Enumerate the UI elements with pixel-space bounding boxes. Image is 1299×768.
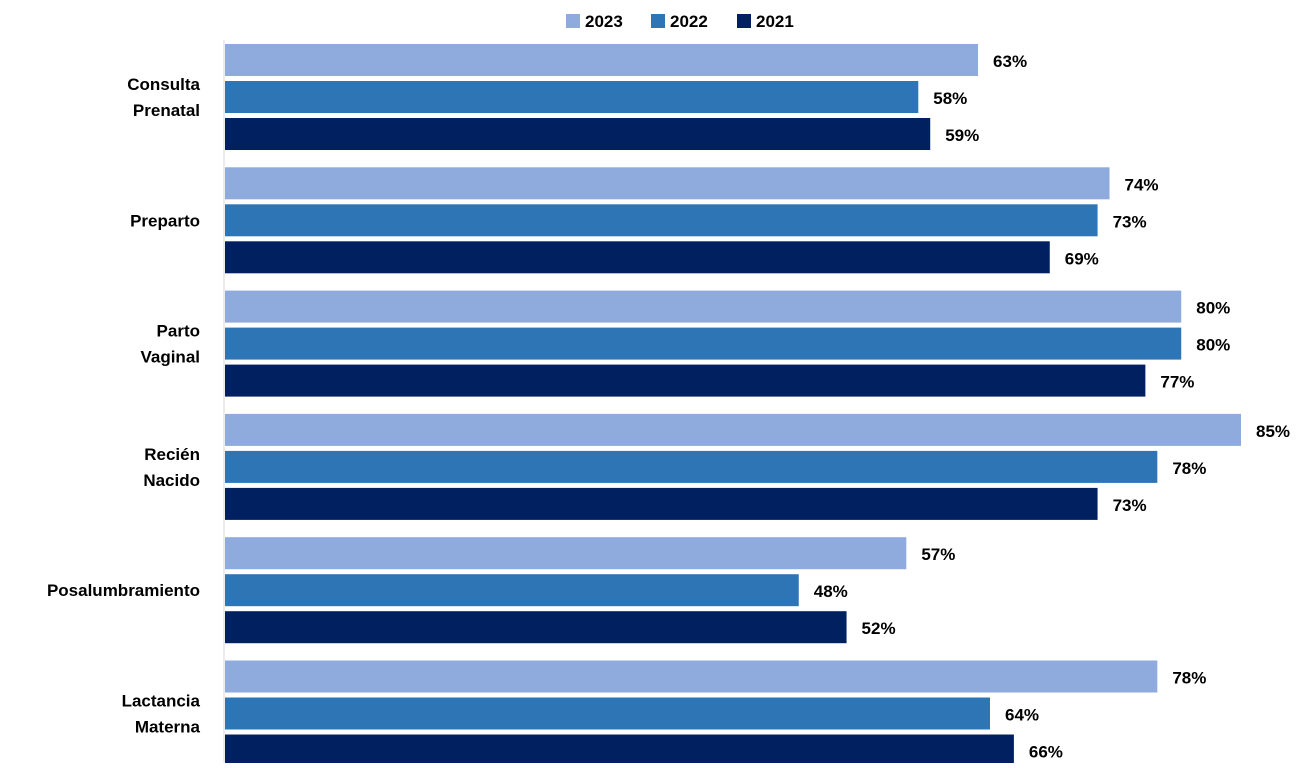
legend-label-2022: 2022 <box>670 12 708 31</box>
bar-2022-4 <box>225 574 799 607</box>
data-label-2023-5: 78% <box>1172 669 1206 688</box>
bar-2022-0 <box>225 81 919 113</box>
category-label: Vaginal <box>140 348 200 367</box>
category-label: Prenatal <box>133 101 200 120</box>
bar-2022-1 <box>225 204 1098 237</box>
legend-label-2021: 2021 <box>756 12 794 31</box>
data-label-2022-3: 78% <box>1172 459 1206 478</box>
bar-2021-4 <box>225 611 847 644</box>
data-label-2023-1: 74% <box>1125 175 1159 194</box>
category-labels: Consulta Prenatal Preparto Parto Vaginal Reci… <box>47 75 201 737</box>
bar-2022-3 <box>225 450 1158 483</box>
data-label-2023-2: 80% <box>1196 299 1230 318</box>
category-label: Materna <box>135 718 201 737</box>
data-label-2021-0: 59% <box>945 126 979 145</box>
data-label-2021-5: 66% <box>1029 743 1063 762</box>
data-label-2022-4: 48% <box>814 582 848 601</box>
data-label-2021-4: 52% <box>862 619 896 638</box>
data-label-2021-3: 73% <box>1113 496 1147 515</box>
data-label-2023-4: 57% <box>921 545 955 564</box>
bar-2022-5 <box>225 697 990 730</box>
category-label: Lactancia <box>122 692 201 711</box>
data-label-2022-5: 64% <box>1005 706 1039 725</box>
category-label: Consulta <box>127 75 200 94</box>
data-label-2023-3: 85% <box>1256 422 1290 441</box>
bar-2022-2 <box>225 327 1182 360</box>
bar-series <box>225 44 1241 767</box>
bar-2023-2 <box>225 290 1182 323</box>
data-label-2022-0: 58% <box>933 89 967 108</box>
category-label: Parto <box>157 322 200 341</box>
bar-2021-1 <box>225 241 1050 274</box>
category-label: Preparto <box>130 211 200 230</box>
legend-swatch-2022 <box>651 14 665 28</box>
data-label-2023-0: 63% <box>993 52 1027 71</box>
data-label-2021-2: 77% <box>1160 373 1194 392</box>
legend: 2023 2022 2021 <box>566 12 794 31</box>
category-label: Nacido <box>143 471 200 490</box>
category-label: Recién <box>144 445 200 464</box>
data-label-2022-2: 80% <box>1196 336 1230 355</box>
data-labels: 63%58%59%74%73%69%80%80%77%85%78%73%57%4… <box>814 52 1290 762</box>
bar-2023-0 <box>225 44 979 76</box>
data-label-2022-1: 73% <box>1113 212 1147 231</box>
legend-swatch-2023 <box>566 14 580 28</box>
bar-2021-0 <box>225 118 931 150</box>
bar-2021-3 <box>225 487 1098 520</box>
bar-2023-3 <box>225 413 1241 446</box>
bar-2023-1 <box>225 167 1110 200</box>
bar-2023-4 <box>225 537 907 570</box>
bar-2021-5 <box>225 734 1014 767</box>
data-label-2021-1: 69% <box>1065 249 1099 268</box>
category-label: Posalumbramiento <box>47 581 200 600</box>
bar-2021-2 <box>225 364 1146 397</box>
legend-swatch-2021 <box>737 14 751 28</box>
legend-label-2023: 2023 <box>585 12 623 31</box>
bar-2023-5 <box>225 660 1158 693</box>
